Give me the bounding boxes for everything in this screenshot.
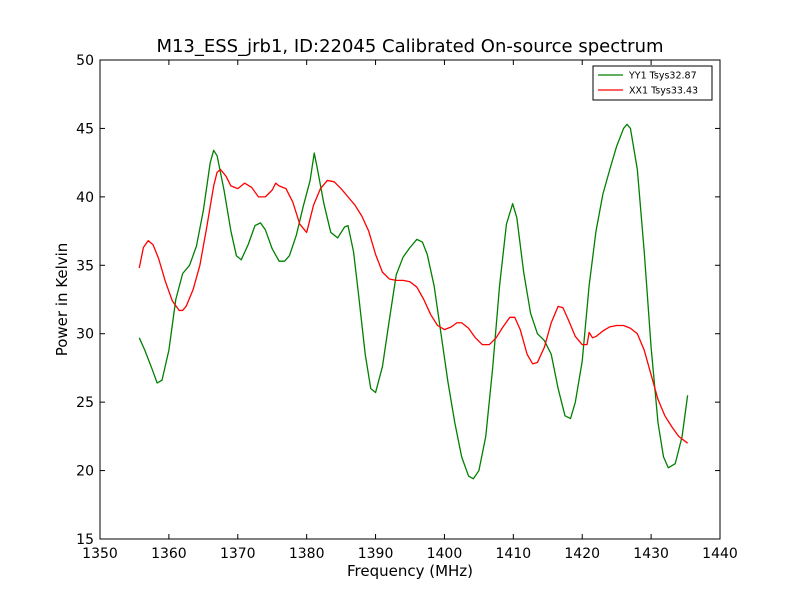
plot-area xyxy=(138,123,689,480)
x-tick-label: 1410 xyxy=(496,546,532,562)
y-tick-label: 45 xyxy=(76,121,94,137)
x-tick-label: 1440 xyxy=(702,546,738,562)
legend-box xyxy=(592,65,713,101)
legend-label: YY1 Tsys32.87 xyxy=(628,71,697,82)
y-tick-label: 40 xyxy=(76,190,94,206)
chart-title: M13_ESS_jrb1, ID:22045 Calibrated On-sou… xyxy=(156,36,663,57)
y-tick-label: 25 xyxy=(76,395,94,411)
y-tick-label: 50 xyxy=(76,53,94,69)
x-axis-label: Frequency (MHz) xyxy=(347,562,473,580)
y-tick-label: 35 xyxy=(76,258,94,274)
x-tick-label: 1380 xyxy=(289,546,325,562)
y-tick-label: 20 xyxy=(76,464,94,480)
series-line-0 xyxy=(138,123,689,480)
series-line-1 xyxy=(138,168,689,444)
legend: YY1 Tsys32.87 XX1 Tsys33.43 xyxy=(592,65,713,101)
axes-frame xyxy=(99,59,721,540)
x-tick-label: 1370 xyxy=(220,546,256,562)
y-axis-label: Power in Kelvin xyxy=(53,243,71,357)
x-tick-label: 1420 xyxy=(564,546,600,562)
legend-label: XX1 Tsys33.43 xyxy=(629,86,698,97)
axis-ticks: 1350 1360 1370 1380 1390 1400 1410 1420 1430 1440… xyxy=(76,53,738,562)
x-tick-label: 1400 xyxy=(427,546,463,562)
x-tick-label: 1430 xyxy=(633,546,669,562)
x-tick-label: 1360 xyxy=(151,546,187,562)
y-tick-label: 15 xyxy=(76,532,94,548)
y-tick-label: 30 xyxy=(76,327,94,343)
x-tick-label: 1350 xyxy=(82,546,118,562)
x-tick-label: 1390 xyxy=(358,546,394,562)
